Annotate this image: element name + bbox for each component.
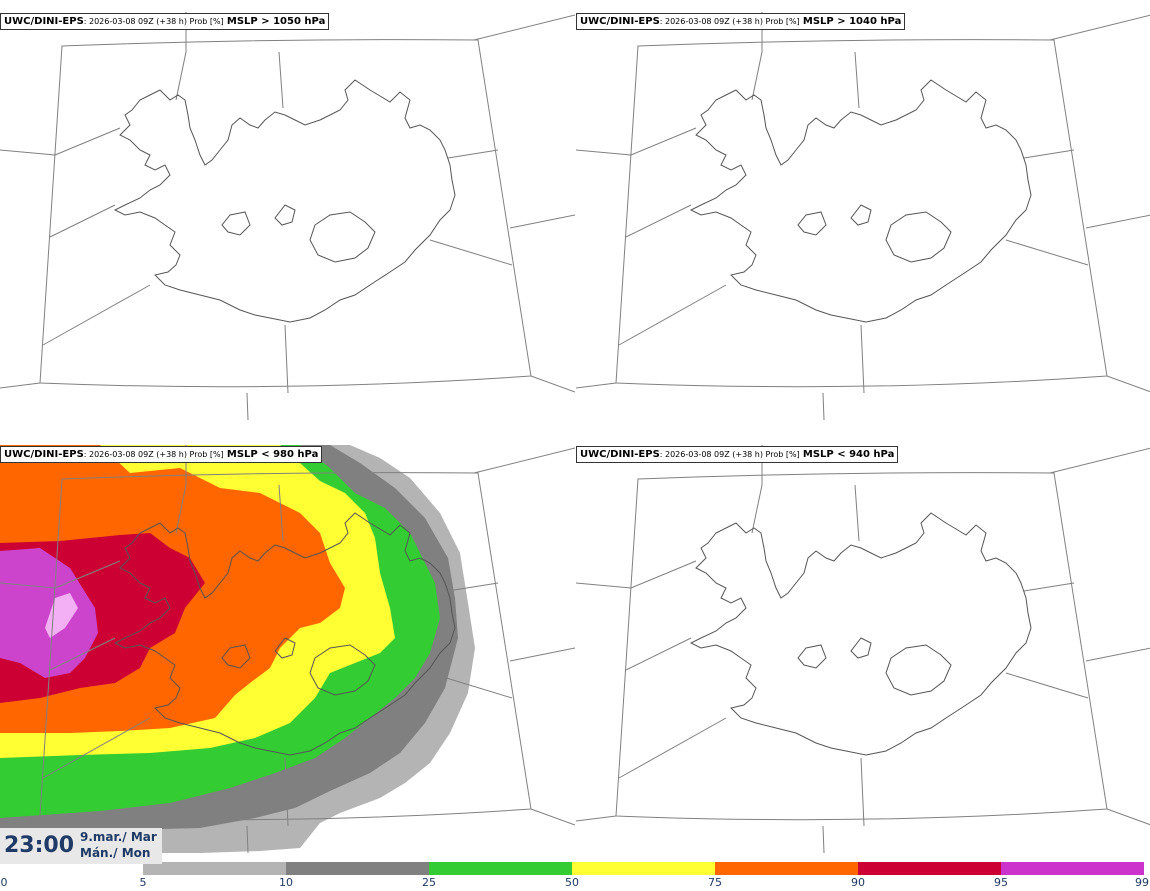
legend-tick-label: 99 bbox=[1135, 876, 1149, 889]
probability-field bbox=[0, 445, 475, 853]
legend-tick-label: 25 bbox=[422, 876, 436, 889]
quantity-label: MSLP > 1050 hPa bbox=[226, 16, 326, 27]
legend-color-segment bbox=[429, 862, 572, 875]
legend-tick-label: 75 bbox=[708, 876, 722, 889]
model-name: UWC/DINI-EPS bbox=[580, 16, 660, 27]
valid-weekday: Mán./ Mon bbox=[80, 846, 151, 860]
valid-time-box: 23:00 9.mar./ Mar Mán./ Mon bbox=[0, 828, 162, 864]
run-info: : 2026-03-08 09Z (+38 h) Prob [%] bbox=[659, 450, 800, 459]
legend-color-segment bbox=[0, 862, 143, 875]
quantity-label: MSLP < 940 hPa bbox=[802, 449, 895, 460]
valid-date: 9.mar./ Mar bbox=[80, 830, 157, 844]
quantity-label: MSLP < 980 hPa bbox=[226, 449, 319, 460]
legend-tick-label: 50 bbox=[565, 876, 579, 889]
map-canvas bbox=[0, 444, 575, 854]
legend-tick-label: 5 bbox=[139, 876, 147, 889]
map-panel-mslp-lt-980: UWC/DINI-EPS: 2026-03-08 09Z (+38 h) Pro… bbox=[0, 433, 575, 868]
run-info: : 2026-03-08 09Z (+38 h) Prob [%] bbox=[83, 450, 224, 459]
legend-tick-label: 90 bbox=[851, 876, 865, 889]
map-panel-mslp-lt-940: UWC/DINI-EPS: 2026-03-08 09Z (+38 h) Pro… bbox=[576, 433, 1150, 868]
legend-color-segment bbox=[858, 862, 1001, 875]
model-name: UWC/DINI-EPS bbox=[4, 449, 84, 460]
legend-color-segment bbox=[572, 862, 715, 875]
legend-color-segment bbox=[1001, 862, 1144, 875]
map-canvas bbox=[576, 444, 1150, 854]
legend-tick-label: 10 bbox=[279, 876, 293, 889]
color-legend: 0 5 10 25 50 75 90 95 99 bbox=[0, 862, 1150, 891]
model-name: UWC/DINI-EPS bbox=[4, 16, 84, 27]
run-info: : 2026-03-08 09Z (+38 h) Prob [%] bbox=[659, 17, 800, 26]
panel-title: UWC/DINI-EPS: 2026-03-08 09Z (+38 h) Pro… bbox=[0, 446, 323, 463]
run-info: : 2026-03-08 09Z (+38 h) Prob [%] bbox=[83, 17, 224, 26]
map-canvas bbox=[576, 11, 1150, 421]
panel-title: UWC/DINI-EPS: 2026-03-08 09Z (+38 h) Pro… bbox=[576, 13, 906, 30]
panel-title: UWC/DINI-EPS: 2026-03-08 09Z (+38 h) Pro… bbox=[0, 13, 330, 30]
valid-time: 23:00 bbox=[4, 833, 75, 858]
legend-tick-label: 95 bbox=[994, 876, 1008, 889]
model-name: UWC/DINI-EPS bbox=[580, 449, 660, 460]
legend-color-segment bbox=[143, 862, 286, 875]
prob-99-area bbox=[45, 593, 78, 638]
quantity-label: MSLP > 1040 hPa bbox=[802, 16, 902, 27]
legend-color-segment bbox=[715, 862, 858, 875]
legend-color-segment bbox=[286, 862, 429, 875]
map-panel-mslp-gt-1050: UWC/DINI-EPS: 2026-03-08 09Z (+38 h) Pro… bbox=[0, 0, 575, 435]
legend-tick-label: 0 bbox=[0, 876, 8, 889]
panel-title: UWC/DINI-EPS: 2026-03-08 09Z (+38 h) Pro… bbox=[576, 446, 899, 463]
map-canvas bbox=[0, 11, 575, 421]
map-panel-mslp-gt-1040: UWC/DINI-EPS: 2026-03-08 09Z (+38 h) Pro… bbox=[576, 0, 1150, 435]
